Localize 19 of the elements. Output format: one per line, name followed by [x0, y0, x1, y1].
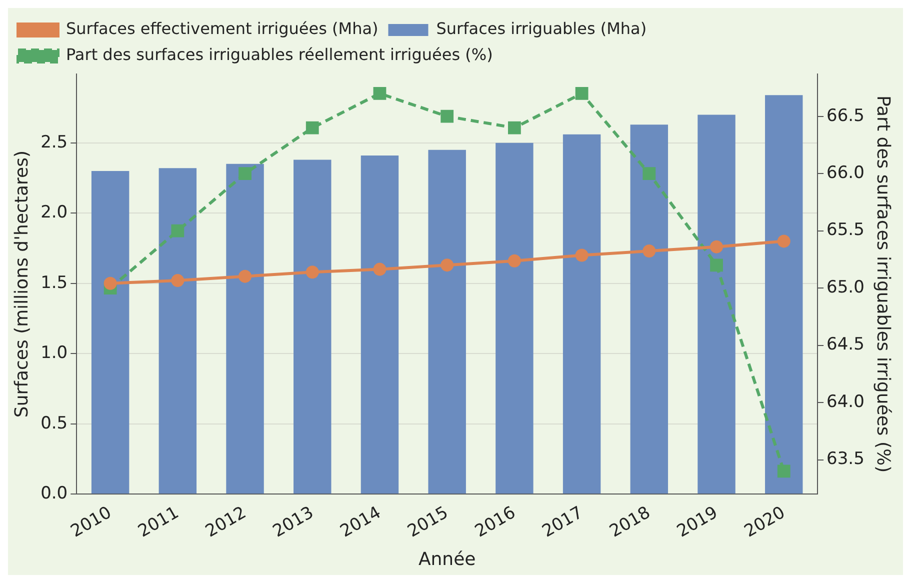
y2-tick-label: 66.0	[826, 163, 864, 184]
y-tick-label: 0.5	[40, 413, 68, 434]
legend-label: Surfaces irriguables (Mha)	[436, 19, 647, 38]
y2-tick-label: 63.5	[826, 449, 864, 470]
y-tick-label: 0.0	[40, 484, 68, 504]
y-tick-label: 1.0	[40, 343, 68, 364]
y2-tick-label: 64.0	[826, 392, 864, 412]
y2-tick-label: 65.0	[826, 277, 864, 298]
y-tick-label: 1.5	[40, 272, 68, 293]
x-axis-title: Année	[418, 548, 476, 570]
legend-label: Part des surfaces irriguables réellement irriguées (%)	[66, 45, 493, 64]
y2-tick-label: 64.5	[826, 334, 864, 355]
y-axis-title: Surfaces (millions d'hectares)	[11, 150, 32, 418]
legend-label: Surfaces effectivement irriguées (Mha)	[66, 19, 378, 38]
y2-axis-title: Part des surfaces irriguables irriguées (%)	[872, 95, 894, 473]
y-tick-label: 2.0	[40, 202, 68, 223]
y2-tick-label: 65.5	[826, 220, 864, 240]
y2-tick-label: 66.5	[826, 106, 864, 126]
y-tick-label: 2.5	[40, 132, 68, 152]
